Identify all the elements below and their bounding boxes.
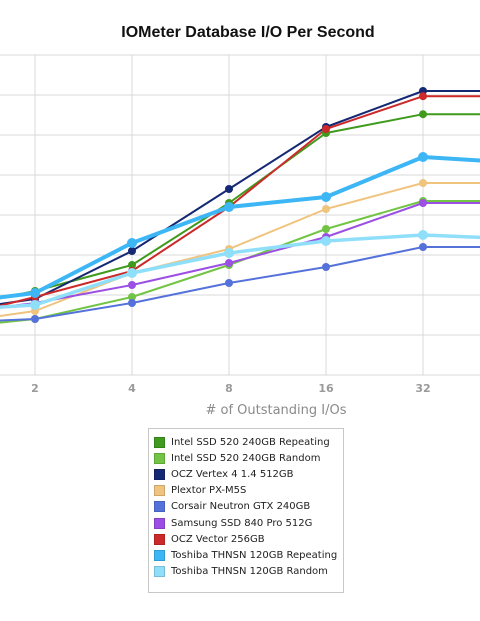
legend-swatch — [154, 501, 165, 513]
series-line — [0, 200, 480, 324]
data-point — [128, 299, 136, 307]
data-point — [419, 92, 427, 101]
legend-swatch — [154, 566, 165, 578]
data-point — [419, 179, 427, 187]
data-point — [322, 125, 330, 133]
data-point — [30, 288, 40, 298]
legend-swatch — [154, 533, 165, 545]
legend-item: Intel SSD 520 240GB Repeating — [149, 434, 343, 450]
data-point — [321, 192, 331, 202]
data-point — [225, 259, 233, 267]
series-line — [0, 90, 480, 306]
legend-label: Toshiba THNSN 120GB Repeating — [171, 549, 338, 561]
data-point — [128, 261, 136, 269]
data-point — [419, 110, 427, 119]
legend-label: Intel SSD 520 240GB Random — [171, 452, 321, 464]
data-point — [418, 230, 428, 240]
data-point — [128, 247, 136, 255]
data-point — [127, 238, 137, 248]
data-point — [419, 243, 427, 251]
data-point — [419, 199, 427, 207]
x-tick-label: 8 — [225, 382, 233, 395]
legend-swatch — [154, 468, 165, 480]
legend-item: Toshiba THNSN 120GB Repeating — [149, 547, 343, 563]
data-point — [225, 185, 233, 193]
legend-item: Corsair Neutron GTX 240GB — [149, 499, 343, 515]
legend-item: Intel SSD 520 240GB Random — [149, 450, 343, 466]
plot-grid — [0, 54, 480, 376]
data-point — [127, 268, 137, 278]
series-lines — [0, 90, 480, 324]
data-point — [31, 315, 39, 323]
x-tick-label: 2 — [31, 382, 39, 395]
data-point — [128, 281, 136, 289]
legend-label: OCZ Vertex 4 1.4 512GB — [171, 468, 294, 480]
legend-label: OCZ Vector 256GB — [171, 533, 265, 545]
legend-label: Plextor PX-M5S — [171, 485, 247, 497]
legend-label: Corsair Neutron GTX 240GB — [171, 501, 311, 513]
legend-label: Toshiba THNSN 120GB Random — [171, 566, 328, 578]
series-line — [0, 202, 480, 309]
data-point — [224, 248, 234, 258]
x-tick-label: 32 — [415, 382, 430, 395]
data-point — [322, 225, 330, 233]
legend-label: Samsung SSD 840 Pro 512G — [171, 517, 313, 529]
legend-item: Toshiba THNSN 120GB Random — [149, 564, 343, 580]
legend-swatch — [154, 517, 165, 529]
legend-swatch — [154, 549, 165, 561]
legend-swatch — [154, 485, 165, 497]
data-point — [30, 300, 40, 310]
x-tick-label: 16 — [318, 382, 334, 395]
data-point — [224, 202, 234, 212]
legend-item: OCZ Vector 256GB — [149, 531, 343, 547]
data-point — [321, 236, 331, 246]
x-axis-ticks: 2 4 8 16 32 — [31, 382, 430, 395]
chart-title: IOMeter Database I/O Per Second — [121, 24, 374, 41]
data-point — [322, 205, 330, 213]
series-points — [30, 87, 428, 323]
legend: Intel SSD 520 240GB Repeating Intel SSD 5… — [148, 428, 344, 593]
data-point — [128, 293, 136, 301]
data-point — [322, 263, 330, 271]
data-point — [225, 279, 233, 287]
legend-item: OCZ Vertex 4 1.4 512GB — [149, 466, 343, 482]
legend-item: Samsung SSD 840 Pro 512G — [149, 515, 343, 531]
series-line — [0, 155, 480, 300]
legend-label: Intel SSD 520 240GB Repeating — [171, 436, 330, 448]
data-point — [418, 152, 428, 162]
legend-swatch — [154, 436, 165, 448]
x-tick-label: 4 — [128, 382, 136, 395]
legend-swatch — [154, 452, 165, 464]
legend-item: Plextor PX-M5S — [149, 483, 343, 499]
x-axis-label: # of Outstanding I/Os — [205, 403, 346, 418]
